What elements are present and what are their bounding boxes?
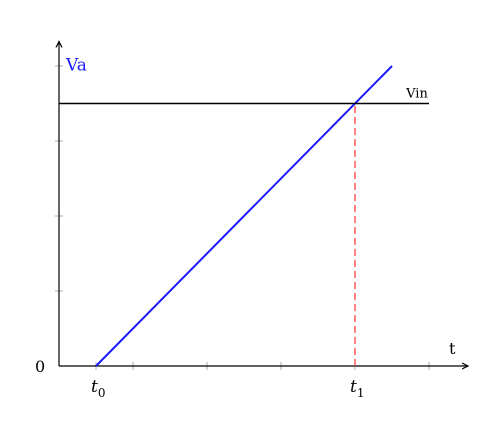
y-origin-label: 0 xyxy=(35,357,45,376)
x-tick-label-1: t1 xyxy=(350,377,364,400)
series-labels: Vin xyxy=(405,87,428,102)
x-tick-labels: t0 t1 xyxy=(91,377,364,400)
x-axis-label: t xyxy=(449,339,456,358)
series-layer xyxy=(59,65,429,367)
va-ramp-line xyxy=(95,65,393,367)
series-label-vin: Vin xyxy=(405,87,428,102)
y-axis-label: Va xyxy=(65,56,87,76)
x-tick-label-0: t0 xyxy=(91,377,105,400)
